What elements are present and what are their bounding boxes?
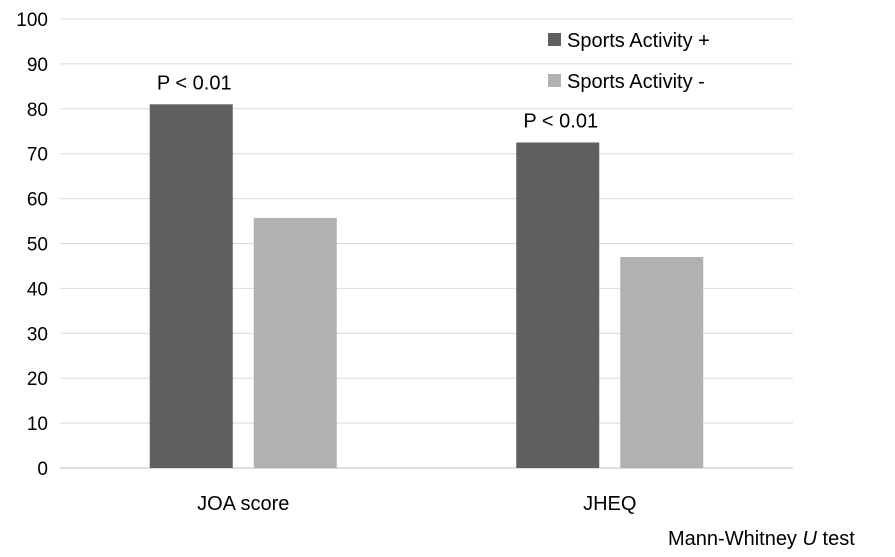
- legend-swatch: [548, 74, 561, 87]
- bar-jheq-series-2: [620, 256, 704, 468]
- significance-annotations: P < 0.01 P < 0.01: [157, 72, 598, 132]
- y-tick-label: 70: [27, 145, 48, 166]
- y-tick-label: 10: [27, 414, 48, 435]
- legend-swatch: [548, 33, 561, 46]
- bar-joa-score-series-2: [253, 217, 337, 468]
- y-tick-label: 90: [27, 55, 48, 76]
- y-axis-tick-labels: 0 10 20 30 40 50 60 70 80 90 100: [16, 10, 48, 480]
- y-tick-label: 100: [16, 10, 48, 31]
- bar-joa-score-series-1: [149, 104, 233, 468]
- legend-label: Sports Activity +: [567, 30, 710, 52]
- y-tick-label: 0: [37, 459, 48, 480]
- p-value-annotation: P < 0.01: [157, 72, 232, 94]
- category-label: JOA score: [197, 493, 289, 515]
- legend: Sports Activity + Sports Activity -: [548, 30, 710, 93]
- statistical-test-note: Mann-Whitney U test: [668, 528, 855, 551]
- y-tick-label: 30: [27, 324, 48, 345]
- y-tick-label: 50: [27, 235, 48, 256]
- y-tick-label: 40: [27, 279, 48, 300]
- y-tick-label: 20: [27, 369, 48, 390]
- bar-jheq-series-1: [516, 142, 600, 468]
- footnote-italic-u: U: [802, 528, 817, 550]
- y-tick-label: 60: [27, 190, 48, 211]
- p-value-annotation: P < 0.01: [523, 110, 598, 132]
- x-axis-category-labels: JOA score JHEQ: [197, 493, 636, 515]
- footnote-suffix: test: [816, 528, 855, 550]
- legend-label: Sports Activity -: [567, 71, 705, 93]
- y-tick-label: 80: [27, 100, 48, 121]
- bars: [149, 104, 704, 468]
- footnote-prefix: Mann-Whitney: [668, 528, 803, 550]
- category-label: JHEQ: [583, 493, 636, 515]
